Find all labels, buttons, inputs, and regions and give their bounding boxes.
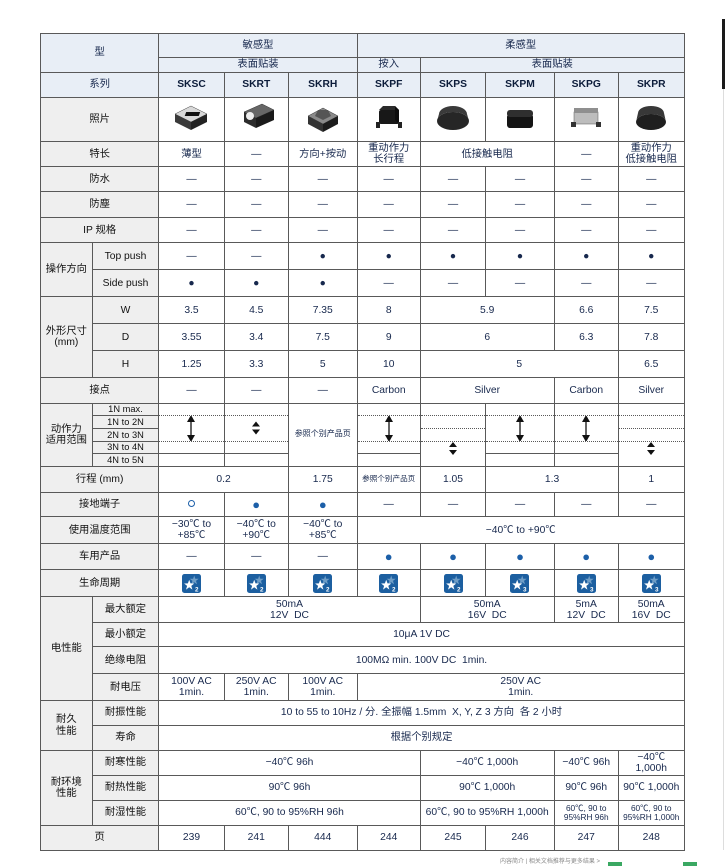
svg-text:3: 3 xyxy=(590,586,594,593)
svg-text:2: 2 xyxy=(195,586,199,593)
svg-text:2: 2 xyxy=(260,586,264,593)
svg-text:2: 2 xyxy=(456,586,460,593)
svg-text:2: 2 xyxy=(392,586,396,593)
svg-text:3: 3 xyxy=(523,586,527,593)
svg-text:2: 2 xyxy=(326,586,330,593)
svg-text:3: 3 xyxy=(655,586,659,593)
